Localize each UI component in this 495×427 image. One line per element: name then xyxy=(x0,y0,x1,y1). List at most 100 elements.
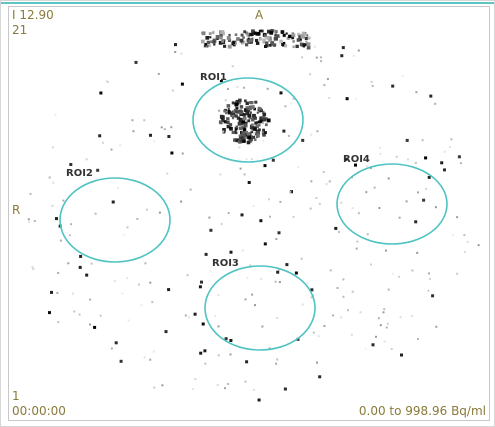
noise-dot xyxy=(250,101,253,104)
noise-dot xyxy=(323,84,325,86)
noise-dot xyxy=(323,325,325,327)
noise-dot xyxy=(244,124,248,128)
noise-dot xyxy=(247,114,251,118)
noise-dot xyxy=(342,296,344,298)
noise-dot xyxy=(99,92,102,95)
noise-dot xyxy=(269,216,271,218)
noise-dot xyxy=(360,311,362,313)
noise-dot xyxy=(284,105,286,107)
noise-dot xyxy=(209,32,212,35)
noise-dot xyxy=(245,43,248,46)
noise-dot xyxy=(190,189,192,191)
noise-dot xyxy=(342,278,344,280)
noise-dot xyxy=(400,316,402,318)
noise-dot xyxy=(264,242,267,245)
noise-dot xyxy=(262,140,264,142)
noise-dot xyxy=(239,135,241,137)
noise-dot xyxy=(180,201,182,203)
noise-dot xyxy=(102,142,104,144)
noise-dot xyxy=(239,140,241,142)
noise-dot xyxy=(50,291,53,294)
noise-dot xyxy=(119,144,121,146)
noise-dot xyxy=(316,362,318,364)
noise-dot xyxy=(301,139,304,142)
noise-dot xyxy=(182,153,184,155)
noise-dot xyxy=(258,399,261,402)
noise-dot xyxy=(227,383,229,385)
noise-dot xyxy=(251,294,253,296)
noise-dot xyxy=(356,241,358,243)
noise-dot xyxy=(302,304,304,306)
noise-dot xyxy=(431,294,434,297)
noise-dot xyxy=(400,354,403,357)
noise-dot xyxy=(123,234,125,236)
noise-dot xyxy=(247,141,251,145)
noise-dot xyxy=(216,35,220,39)
noise-dot xyxy=(115,341,118,344)
noise-dot xyxy=(355,98,357,100)
noise-dot xyxy=(161,384,163,386)
noise-dot xyxy=(337,287,339,289)
slice-label: 21 xyxy=(12,23,27,37)
noise-dot xyxy=(367,233,369,235)
noise-dot xyxy=(98,134,101,137)
noise-dot xyxy=(323,171,325,173)
noise-dot xyxy=(279,40,283,44)
noise-dot xyxy=(422,139,424,141)
noise-dot xyxy=(240,137,243,140)
noise-dot xyxy=(69,234,71,236)
noise-dot xyxy=(79,314,81,316)
noise-dot xyxy=(221,223,223,225)
noise-dot xyxy=(259,30,261,32)
noise-dot xyxy=(161,126,163,128)
noise-dot xyxy=(257,32,261,36)
noise-dot xyxy=(218,294,220,296)
noise-dot xyxy=(194,313,197,316)
noise-dot xyxy=(374,187,376,189)
noise-dot xyxy=(208,217,210,219)
noise-dot xyxy=(340,317,342,319)
noise-dot xyxy=(220,37,223,40)
noise-dot xyxy=(117,187,119,189)
noise-dot xyxy=(319,203,321,205)
noise-dot xyxy=(284,44,287,47)
noise-dot xyxy=(243,30,246,33)
noise-dot xyxy=(120,360,123,363)
noise-dot xyxy=(136,218,138,220)
noise-dot xyxy=(153,140,155,142)
noise-dot xyxy=(259,116,262,119)
noise-dot xyxy=(240,110,243,113)
noise-dot xyxy=(429,95,432,98)
noise-dot xyxy=(304,33,307,36)
noise-dot xyxy=(203,349,206,352)
noise-dot xyxy=(332,314,334,316)
noise-dot xyxy=(352,207,354,209)
noise-dot xyxy=(392,273,394,275)
noise-dot xyxy=(205,253,208,256)
noise-dot xyxy=(28,218,30,220)
noise-dot xyxy=(79,255,82,258)
noise-dot xyxy=(327,78,329,80)
noise-dot xyxy=(269,31,273,35)
noise-dot xyxy=(263,113,267,117)
noise-dot xyxy=(292,40,294,42)
noise-dot xyxy=(386,327,388,329)
noise-dot xyxy=(262,38,265,41)
noise-dot xyxy=(209,36,211,38)
noise-dot xyxy=(34,220,36,222)
noise-dot xyxy=(223,110,226,113)
noise-dot xyxy=(93,326,96,329)
noise-dot xyxy=(308,37,311,40)
noise-dot xyxy=(218,354,220,356)
noise-dot xyxy=(275,31,277,33)
noise-dot xyxy=(164,128,166,130)
noise-dot xyxy=(236,107,238,109)
range-label: 0.00 to 998.96 Bq/ml xyxy=(359,404,486,418)
noise-dot xyxy=(165,330,168,333)
viewer: ROI1 ROI2 ROI3 ROI4 I 12.90 21 A R 1 00:… xyxy=(0,0,495,427)
noise-dot xyxy=(456,216,458,218)
noise-dot xyxy=(159,212,161,214)
noise-dot xyxy=(219,120,223,124)
noise-dot xyxy=(73,311,75,313)
noise-dot xyxy=(444,151,446,153)
